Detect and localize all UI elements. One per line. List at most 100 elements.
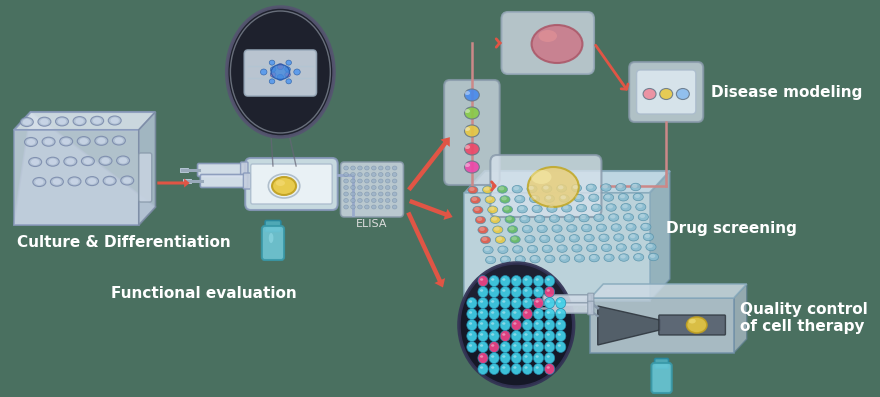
Ellipse shape	[609, 214, 619, 221]
Ellipse shape	[570, 235, 576, 239]
FancyBboxPatch shape	[588, 293, 594, 307]
Ellipse shape	[491, 311, 495, 314]
Ellipse shape	[612, 225, 618, 229]
Ellipse shape	[587, 244, 597, 252]
Ellipse shape	[523, 225, 532, 233]
FancyBboxPatch shape	[444, 80, 500, 185]
Ellipse shape	[344, 179, 348, 183]
Ellipse shape	[47, 157, 59, 166]
Polygon shape	[590, 284, 747, 298]
Ellipse shape	[480, 289, 483, 292]
Ellipse shape	[491, 278, 495, 281]
Ellipse shape	[480, 300, 483, 303]
Circle shape	[500, 353, 510, 364]
Ellipse shape	[630, 234, 635, 238]
Ellipse shape	[560, 255, 569, 262]
Ellipse shape	[513, 246, 523, 253]
Ellipse shape	[619, 193, 628, 201]
Ellipse shape	[542, 185, 552, 193]
Ellipse shape	[517, 205, 527, 213]
Circle shape	[478, 330, 488, 341]
FancyBboxPatch shape	[502, 12, 594, 74]
Ellipse shape	[534, 215, 545, 223]
Ellipse shape	[116, 156, 129, 165]
Ellipse shape	[371, 198, 376, 202]
Circle shape	[500, 308, 510, 320]
Ellipse shape	[632, 184, 637, 188]
Polygon shape	[14, 130, 139, 225]
Ellipse shape	[344, 185, 348, 189]
Ellipse shape	[626, 224, 636, 231]
Ellipse shape	[357, 166, 363, 170]
FancyBboxPatch shape	[201, 175, 247, 187]
Polygon shape	[465, 171, 670, 193]
Ellipse shape	[643, 89, 656, 100]
Ellipse shape	[84, 158, 92, 164]
Ellipse shape	[537, 225, 547, 233]
Ellipse shape	[576, 195, 581, 199]
Ellipse shape	[491, 289, 495, 292]
Ellipse shape	[498, 246, 508, 253]
Circle shape	[500, 287, 510, 297]
Ellipse shape	[487, 257, 493, 261]
Ellipse shape	[344, 198, 348, 202]
Ellipse shape	[625, 214, 630, 218]
Ellipse shape	[357, 205, 363, 209]
Ellipse shape	[590, 255, 596, 259]
Ellipse shape	[50, 177, 63, 186]
Ellipse shape	[344, 173, 348, 177]
Ellipse shape	[491, 322, 495, 325]
Ellipse shape	[111, 118, 119, 123]
Ellipse shape	[55, 117, 69, 126]
Ellipse shape	[530, 195, 539, 202]
Circle shape	[545, 341, 554, 353]
FancyBboxPatch shape	[139, 153, 151, 202]
Ellipse shape	[378, 192, 383, 196]
Ellipse shape	[579, 214, 590, 222]
Circle shape	[478, 308, 488, 320]
Ellipse shape	[48, 159, 57, 165]
Ellipse shape	[532, 170, 552, 184]
Circle shape	[478, 297, 488, 308]
Ellipse shape	[504, 206, 510, 210]
Ellipse shape	[488, 206, 498, 214]
Ellipse shape	[615, 235, 620, 239]
Polygon shape	[598, 306, 660, 345]
Ellipse shape	[351, 166, 356, 170]
Ellipse shape	[113, 136, 125, 145]
Ellipse shape	[502, 197, 507, 200]
FancyBboxPatch shape	[341, 162, 403, 217]
Ellipse shape	[566, 215, 571, 220]
Text: ELISA: ELISA	[356, 219, 388, 229]
Ellipse shape	[465, 163, 470, 167]
Ellipse shape	[635, 203, 646, 211]
Circle shape	[511, 353, 521, 364]
Ellipse shape	[513, 344, 517, 347]
Circle shape	[489, 353, 499, 364]
Ellipse shape	[491, 300, 495, 303]
Ellipse shape	[385, 166, 390, 170]
Ellipse shape	[585, 235, 591, 239]
Ellipse shape	[385, 179, 390, 183]
Ellipse shape	[686, 317, 707, 333]
Ellipse shape	[70, 178, 78, 184]
Ellipse shape	[465, 107, 480, 119]
Circle shape	[533, 330, 544, 341]
Ellipse shape	[515, 195, 524, 203]
Ellipse shape	[575, 254, 584, 262]
Circle shape	[478, 320, 488, 330]
Ellipse shape	[620, 254, 626, 258]
Circle shape	[500, 330, 510, 341]
Ellipse shape	[351, 205, 356, 209]
Ellipse shape	[68, 177, 81, 186]
Ellipse shape	[357, 173, 363, 177]
Ellipse shape	[99, 156, 112, 165]
Ellipse shape	[469, 333, 473, 336]
Ellipse shape	[589, 194, 599, 202]
Ellipse shape	[514, 247, 519, 251]
Ellipse shape	[543, 186, 549, 190]
Ellipse shape	[502, 344, 505, 347]
Ellipse shape	[528, 186, 534, 190]
Ellipse shape	[364, 192, 370, 196]
Ellipse shape	[93, 118, 101, 124]
